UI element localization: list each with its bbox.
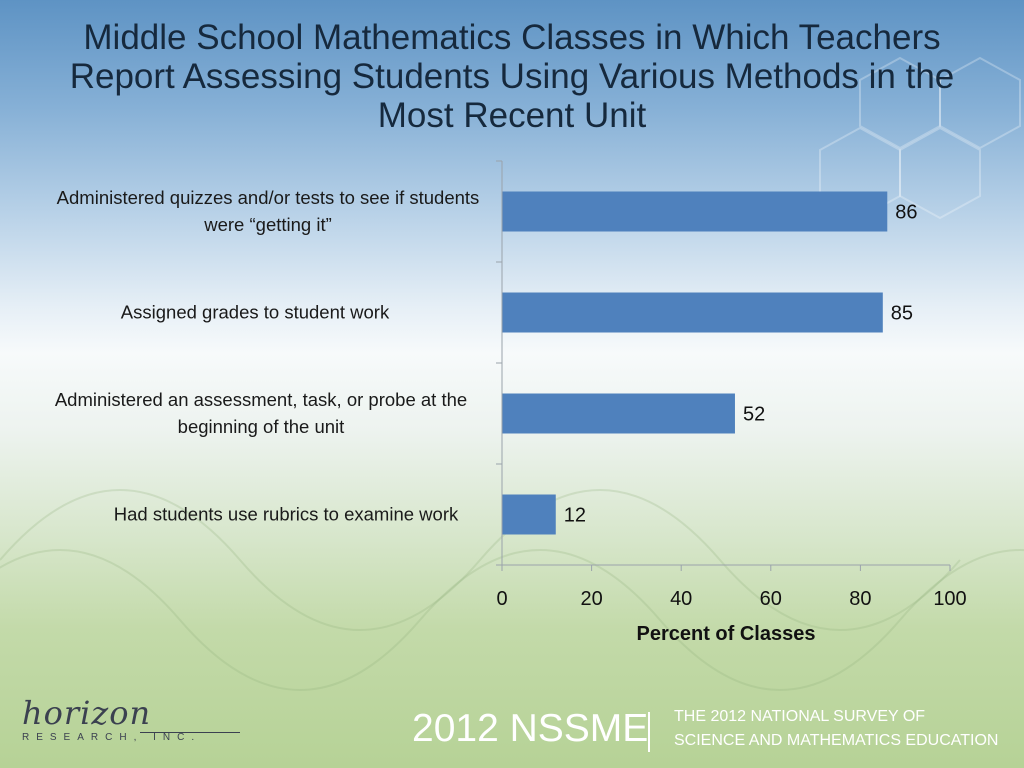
bar-value-label: 12 <box>564 505 586 527</box>
logo-wordmark: horizon <box>22 694 152 732</box>
axes-group: 0 20 40 60 80 100 <box>496 160 967 610</box>
x-tick-label: 40 <box>670 588 692 610</box>
x-tick-label: 60 <box>760 588 782 610</box>
value-labels-group: 86 85 52 12 <box>564 202 918 527</box>
chart-title: Middle School Mathematics Classes in Whi… <box>69 18 955 135</box>
bar-value-label: 86 <box>895 202 917 224</box>
footer-brand: 2012 NSSME <box>412 707 649 750</box>
category-label: Had students use rubrics to examine work <box>113 503 459 525</box>
bar <box>502 494 556 535</box>
x-tick-label: 0 <box>496 588 507 610</box>
footer-subtitle-line: SCIENCE AND MATHEMATICS EDUCATION <box>674 732 999 749</box>
x-tick-label: 20 <box>580 588 602 610</box>
category-label: Administered quizzes and/or tests to see… <box>56 187 480 235</box>
category-label: Administered an assessment, task, or pro… <box>54 389 468 437</box>
bar <box>502 393 735 434</box>
x-tick-label: 100 <box>933 588 966 610</box>
bars-group <box>502 191 888 535</box>
x-axis-label: Percent of Classes <box>637 623 816 645</box>
x-tick-label: 80 <box>849 588 871 610</box>
logo-subtitle: RESEARCH, INC. <box>22 732 202 743</box>
footer-divider <box>648 712 650 752</box>
bar <box>502 292 883 333</box>
bar <box>502 191 888 232</box>
category-label: Assigned grades to student work <box>120 301 390 323</box>
bar-value-label: 52 <box>743 404 765 426</box>
bar-value-label: 85 <box>891 303 913 325</box>
footer-subtitle-line: THE 2012 NATIONAL SURVEY OF <box>674 708 926 725</box>
logo-rule <box>140 732 240 733</box>
horizon-research-logo: horizon RESEARCH, INC. <box>20 694 245 750</box>
footer-subtitle: THE 2012 NATIONAL SURVEY OF SCIENCE AND … <box>674 705 998 753</box>
